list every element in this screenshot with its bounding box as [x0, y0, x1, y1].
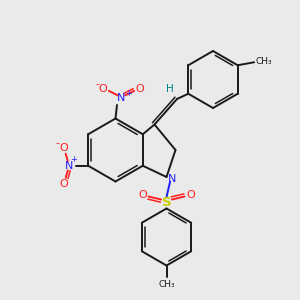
- Text: N: N: [117, 93, 126, 103]
- Text: H: H: [166, 84, 173, 94]
- Text: -: -: [95, 79, 100, 89]
- Text: +: +: [125, 89, 131, 98]
- Text: O: O: [60, 143, 69, 153]
- Text: O: O: [98, 84, 107, 94]
- Text: N: N: [168, 174, 176, 184]
- Text: -: -: [56, 138, 60, 148]
- Text: +: +: [70, 155, 77, 164]
- Text: O: O: [60, 179, 69, 189]
- Text: O: O: [138, 190, 147, 200]
- Text: CH₃: CH₃: [158, 280, 175, 289]
- Text: O: O: [136, 84, 145, 94]
- Text: O: O: [186, 190, 195, 200]
- Text: N: N: [65, 161, 74, 171]
- Text: CH₃: CH₃: [256, 57, 272, 66]
- Text: S: S: [162, 196, 171, 209]
